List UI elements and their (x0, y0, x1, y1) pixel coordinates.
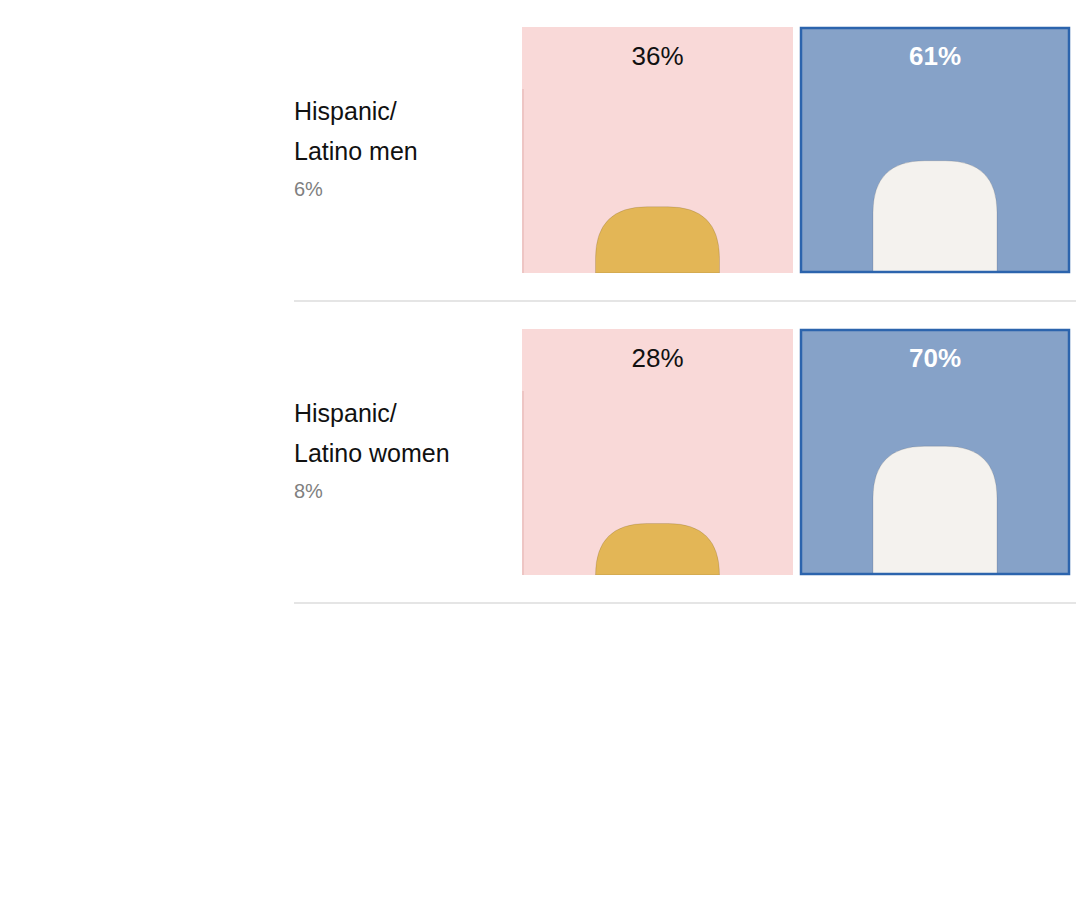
highlight-frame (801, 330, 1069, 574)
bar (596, 523, 720, 575)
marks (596, 523, 720, 575)
data-label: 28% (631, 343, 683, 373)
row: Hispanic/Latino men 6% 36% 61% (294, 27, 1076, 301)
panel-background (522, 329, 793, 575)
marks (873, 446, 997, 575)
axis-line (523, 89, 524, 273)
category-share: 8% (294, 480, 323, 502)
marks (596, 207, 720, 273)
category-label-line: Latino men (294, 137, 418, 165)
row-separator (294, 300, 1076, 302)
data-label: 61% (909, 41, 961, 71)
data-label: 36% (631, 41, 683, 71)
marks (873, 161, 997, 273)
axis-line (523, 391, 524, 575)
chart: Hispanic/Latino men6%36%61%Hispanic/Lati… (0, 0, 1080, 913)
row-separator (294, 602, 1076, 604)
row: Hispanic/Latino women 8% 28% 70% (294, 329, 1076, 603)
category-label-line: Hispanic/ (294, 399, 397, 427)
highlight-frame (801, 28, 1069, 272)
category-label: Hispanic/Latino women (294, 399, 450, 467)
category-label-line: Latino women (294, 439, 450, 467)
category-label: Hispanic/Latino men (294, 97, 418, 165)
category-label-line: Hispanic/ (294, 97, 397, 125)
panel: 61% (800, 27, 1070, 273)
panel: 70% (800, 329, 1070, 575)
panel-background (800, 329, 1070, 575)
panel: 36% (522, 27, 793, 273)
panel-background (522, 27, 793, 273)
data-label: 70% (909, 343, 961, 373)
panel-background (800, 27, 1070, 273)
bar (873, 161, 997, 273)
bar (596, 207, 720, 273)
category-share: 6% (294, 178, 323, 200)
panel: 28% (522, 329, 793, 575)
bar (873, 446, 997, 575)
